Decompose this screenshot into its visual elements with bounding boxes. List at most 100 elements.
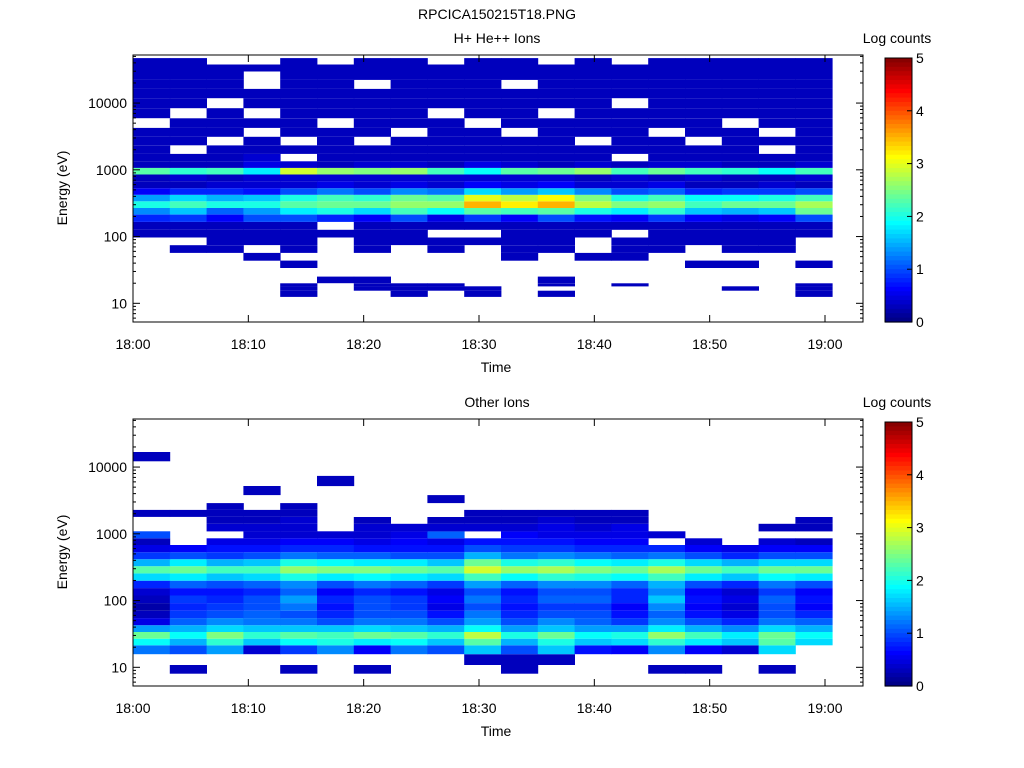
colorbar-segment [885, 154, 912, 160]
heatmap-cell [243, 64, 281, 72]
heatmap-cell [795, 71, 833, 80]
heatmap-cell [280, 221, 318, 230]
heatmap-cell [390, 610, 428, 619]
heatmap-cell [280, 79, 318, 89]
heatmap-cell [758, 552, 796, 560]
heatmap-cell [169, 127, 207, 137]
panel-1-colorbar: Log counts 0 1 2 3 4 5 [863, 30, 932, 330]
heatmap-cell [243, 632, 281, 639]
heatmap-cell [758, 638, 796, 646]
x-tick-label: 18:20 [346, 700, 381, 716]
y-tick-label: 10 [111, 659, 127, 675]
colorbar-segment [885, 106, 912, 112]
heatmap-cell [685, 64, 723, 72]
heatmap-cell [280, 618, 318, 626]
heatmap-cell [353, 531, 391, 539]
heatmap-cell [133, 71, 171, 80]
heatmap-cell [243, 610, 281, 619]
heatmap-cell [317, 188, 355, 195]
heatmap-cell [574, 517, 612, 524]
heatmap-cell [721, 174, 759, 182]
heatmap-cell [537, 214, 575, 222]
colorbar-segment [885, 256, 912, 261]
colorbar-segment [885, 461, 912, 467]
heatmap-cell [206, 201, 244, 208]
heatmap-cell [206, 118, 244, 128]
heatmap-cell [133, 538, 171, 545]
heatmap-cell [206, 645, 244, 655]
heatmap-cell [611, 588, 649, 596]
heatmap-cell [501, 108, 539, 119]
heatmap-cell [721, 588, 759, 596]
heatmap-cell [427, 566, 465, 574]
heatmap-cell [648, 573, 686, 581]
heatmap-cell [353, 118, 391, 128]
heatmap-cell [390, 290, 428, 297]
heatmap-cell [721, 88, 759, 99]
heatmap-cell [574, 559, 612, 567]
heatmap-cell [353, 221, 391, 230]
heatmap-cell [206, 174, 244, 182]
heatmap-cell [501, 517, 539, 524]
panel-1-plot-frame [132, 54, 864, 323]
colorbar-segment [885, 71, 912, 77]
heatmap-cell [280, 595, 318, 604]
heatmap-cell [133, 127, 171, 137]
heatmap-cell [280, 229, 318, 238]
heatmap-cell [501, 201, 539, 208]
heatmap-cell [243, 545, 281, 553]
heatmap-cell [537, 573, 575, 581]
colorbar-segment [885, 269, 912, 275]
colorbar-segment [885, 278, 912, 283]
heatmap-cell [574, 523, 612, 532]
heatmap-cell [280, 610, 318, 619]
colorbar-segment [885, 300, 912, 305]
heatmap-cell [280, 665, 318, 674]
heatmap-cell [169, 167, 207, 175]
heatmap-cell [169, 245, 207, 253]
heatmap-cell [464, 214, 502, 222]
heatmap-cell [133, 573, 171, 581]
heatmap-cell [169, 161, 207, 168]
heatmap-cell [795, 118, 833, 128]
heatmap-cell [243, 580, 281, 589]
heatmap-cell [133, 610, 171, 619]
panel-1-colorbar-label: Log counts [863, 30, 932, 46]
heatmap-cell [206, 638, 244, 646]
panel-1-x-ticks: 18:00 18:10 18:20 18:30 18:40 18:50 19:00 [115, 55, 843, 352]
heatmap-cell [721, 632, 759, 639]
heatmap-cell [611, 181, 649, 189]
heatmap-cell [243, 174, 281, 182]
heatmap-cell [501, 618, 539, 626]
heatmap-cell [685, 174, 723, 182]
heatmap-cell [427, 545, 465, 553]
heatmap-cell [501, 221, 539, 230]
heatmap-cell [353, 161, 391, 168]
heatmap-cell [685, 618, 723, 626]
heatmap-cell [133, 452, 171, 462]
heatmap-cell [611, 552, 649, 560]
heatmap-cell [133, 559, 171, 567]
heatmap-cell [758, 645, 796, 655]
heatmap-cell [721, 127, 759, 137]
heatmap-cell [390, 64, 428, 72]
heatmap-cell [574, 88, 612, 99]
heatmap-cell [464, 221, 502, 230]
heatmap-cell [795, 595, 833, 604]
heatmap-cell [758, 618, 796, 626]
heatmap-cell [280, 603, 318, 611]
heatmap-cell [758, 167, 796, 175]
heatmap-cell [721, 573, 759, 581]
heatmap-cell [317, 214, 355, 222]
colorbar-segment [885, 194, 912, 200]
heatmap-cell [464, 237, 502, 246]
heatmap-cell [280, 509, 318, 517]
heatmap-cell [390, 71, 428, 80]
heatmap-cell [280, 88, 318, 99]
heatmap-cell [390, 559, 428, 567]
heatmap-cell [243, 161, 281, 168]
heatmap-cell [574, 229, 612, 238]
heatmap-cell [721, 229, 759, 238]
heatmap-cell [795, 552, 833, 560]
x-tick-label: 18:40 [577, 336, 612, 352]
